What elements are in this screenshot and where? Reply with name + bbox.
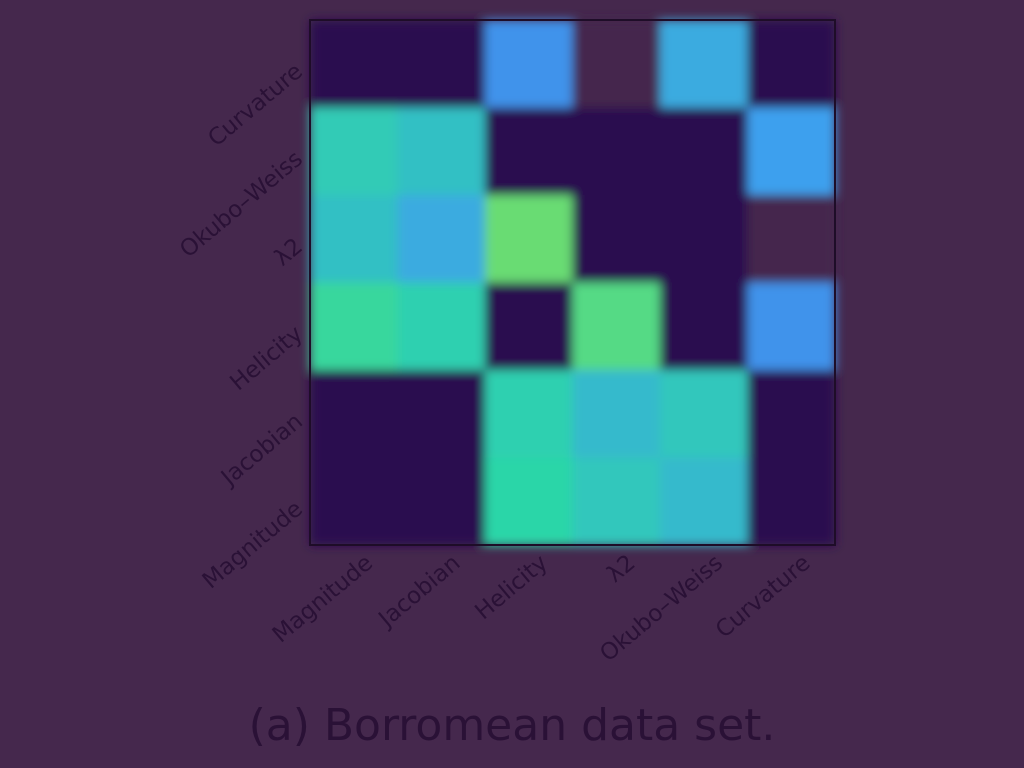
heatmap-cell-r3-c4 — [660, 282, 748, 371]
heatmap-cell-r2-c1 — [397, 195, 486, 283]
heatmap-cell-r5-c2 — [485, 457, 573, 546]
heatmap-cell-r5-c3 — [572, 457, 661, 546]
heatmap-cell-r3-c5 — [747, 282, 836, 371]
heatmap-cell-r4-c2 — [485, 370, 573, 458]
heatmap-cell-r1-c5 — [747, 107, 836, 196]
y-tick-labels: MagnitudeJacobianHelicityλ2Okubo–WeissCu… — [175, 58, 308, 594]
y-tick-label: Helicity — [225, 321, 308, 396]
y-tick-label: Jacobian — [215, 408, 308, 492]
y-tick-label: Curvature — [203, 58, 307, 152]
plot-frame — [309, 19, 836, 546]
figure-caption: (a) Borromean data set. — [248, 700, 776, 751]
heatmap-cell-r4-c4 — [660, 370, 748, 458]
heatmap-cell-r2-c3 — [572, 195, 661, 283]
heatmap-cell-r0-c2 — [485, 20, 573, 108]
heatmap-cell-r0-c0 — [310, 20, 398, 108]
heatmap-cell-r2-c4 — [660, 195, 748, 283]
x-tick-label: Helicity — [470, 550, 553, 625]
heatmap-cell-r0-c4 — [660, 20, 748, 108]
heatmap-cell-r5-c1 — [397, 457, 486, 546]
heatmap-cell-r3-c2 — [485, 282, 573, 371]
heatmap-cell-r1-c1 — [397, 107, 486, 196]
heatmap-cells — [310, 20, 836, 546]
heatmap-cell-r0-c3 — [572, 20, 661, 108]
heatmap-cell-r4-c1 — [397, 370, 486, 458]
heatmap-cell-r2-c0 — [310, 195, 398, 283]
y-tick-label: λ2 — [270, 233, 308, 271]
heatmap-cell-r0-c5 — [747, 20, 836, 108]
heatmap-cell-r1-c0 — [310, 107, 398, 196]
x-tick-label: Jacobian — [373, 550, 466, 634]
y-tick-label: Magnitude — [198, 496, 308, 594]
heatmap-cell-r4-c0 — [310, 370, 398, 458]
heatmap-cell-r3-c3 — [572, 282, 661, 371]
x-tick-label: Magnitude — [268, 550, 378, 648]
x-tick-label: λ2 — [602, 550, 640, 588]
heatmap-cell-r3-c1 — [397, 282, 486, 371]
heatmap-cell-r0-c1 — [397, 20, 486, 108]
heatmap-cell-r1-c4 — [660, 107, 748, 196]
heatmap-cell-r5-c4 — [660, 457, 748, 546]
heatmap-cell-r2-c5 — [747, 195, 836, 283]
heatmap-cell-r3-c0 — [310, 282, 398, 371]
heatmap-cell-r1-c3 — [572, 107, 661, 196]
heatmap-cell-r1-c2 — [485, 107, 573, 196]
heatmap-cell-r4-c3 — [572, 370, 661, 458]
heatmap-cell-r2-c2 — [485, 195, 573, 283]
x-tick-label: Curvature — [711, 550, 815, 644]
heatmap-cell-r4-c5 — [747, 370, 836, 458]
heatmap-cell-r5-c5 — [747, 457, 836, 546]
heatmap-cell-r5-c0 — [310, 457, 398, 546]
